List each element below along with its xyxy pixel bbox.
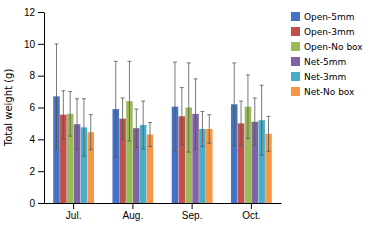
x-axis-line (45, 203, 282, 204)
error-bar (253, 98, 257, 146)
x-tick-mark (132, 203, 133, 209)
legend: Open-5mm Open-3mm Open-No box Net-5mm Net-3m… (291, 12, 363, 97)
legend-swatch (291, 12, 300, 21)
y-tick-label: 4 (29, 134, 35, 145)
x-axis: Jul. Aug. Sep. Oct. (45, 203, 282, 221)
y-axis-line (44, 13, 45, 204)
error-bar (127, 61, 131, 141)
legend-item: Open-3mm (291, 27, 355, 37)
y-tick: 12 (24, 7, 44, 18)
x-tick-label: Aug. (123, 210, 144, 221)
y-tick-mark (38, 44, 44, 45)
y-tick: 10 (24, 39, 44, 50)
marks (53, 44, 272, 203)
error-bar (75, 99, 79, 150)
plot: Jul. Aug. Sep. Oct. 0 2 4 6 8 10 12 (24, 7, 282, 221)
legend-label: Net-3mm (304, 72, 346, 82)
y-tick-label: 0 (29, 198, 35, 209)
y-tick-label: 6 (29, 102, 35, 113)
x-tick-label: Oct. (242, 210, 260, 221)
legend-item: Net-No box (291, 87, 355, 97)
error-bar (246, 75, 250, 139)
legend-item: Open-No box (291, 42, 363, 52)
x-tick: Jul. (66, 203, 82, 221)
error-bar (121, 98, 125, 139)
y-axis: 0 2 4 6 8 10 12 (24, 7, 45, 209)
legend-label: Net-5mm (304, 57, 346, 67)
error-bar (239, 101, 243, 146)
error-bar (134, 109, 138, 147)
y-tick-mark (38, 12, 44, 13)
error-bar (89, 115, 93, 150)
legend-swatch (291, 57, 300, 66)
legend-swatch (291, 42, 300, 51)
error-bar (61, 91, 65, 139)
x-tick: Sep. (182, 203, 203, 221)
legend-item: Net-5mm (291, 57, 346, 67)
error-bar (114, 61, 118, 156)
y-tick-mark (38, 203, 44, 204)
series (81, 85, 265, 203)
error-bar (194, 79, 198, 149)
x-tick: Oct. (242, 203, 260, 221)
error-bar (267, 116, 271, 151)
x-tick-mark (192, 203, 193, 209)
y-tick-mark (38, 171, 44, 172)
legend-label: Open-No box (304, 42, 363, 52)
series (67, 61, 251, 203)
y-tick-label: 2 (29, 166, 35, 177)
y-tick: 4 (29, 134, 44, 145)
error-bar (187, 63, 191, 152)
legend-label: Net-No box (304, 87, 355, 97)
error-bar (141, 101, 145, 149)
legend-item: Net-3mm (291, 72, 346, 82)
legend-label: Open-3mm (304, 27, 355, 37)
legend-label: Open-5mm (304, 12, 355, 22)
x-tick-mark (73, 203, 74, 209)
error-bar (55, 44, 59, 149)
error-bar (180, 88, 184, 145)
x-tick-label: Sep. (182, 210, 203, 221)
y-tick-label: 10 (24, 39, 36, 50)
y-tick-label: 8 (29, 70, 35, 81)
chart: Jul. Aug. Sep. Oct. 0 2 4 6 8 10 12 Total weight (g… (0, 0, 373, 227)
x-tick: Aug. (123, 203, 144, 221)
legend-swatch (291, 87, 300, 96)
legend-swatch (291, 27, 300, 36)
y-tick-mark (38, 76, 44, 77)
legend-swatch (291, 72, 300, 81)
series (53, 44, 237, 203)
y-tick: 0 (29, 198, 44, 209)
error-bar (200, 111, 204, 146)
y-tick: 8 (29, 70, 44, 81)
error-bar (82, 99, 86, 156)
error-bar (68, 92, 72, 137)
legend-item: Open-5mm (291, 12, 355, 22)
y-tick: 2 (29, 166, 44, 177)
series (74, 79, 258, 203)
x-tick-label: Jul. (66, 210, 82, 221)
y-axis-title: Total weight (g) (3, 69, 14, 148)
y-tick: 6 (29, 102, 44, 113)
error-bar (148, 123, 152, 147)
error-bar (173, 62, 177, 151)
error-bar (232, 63, 236, 146)
series (60, 88, 244, 203)
error-bar (207, 115, 211, 144)
x-tick-mark (251, 203, 252, 209)
y-tick-mark (38, 108, 44, 109)
y-tick-label: 12 (24, 7, 36, 18)
error-bar (260, 85, 264, 155)
y-tick-mark (38, 139, 44, 140)
series (88, 115, 272, 203)
